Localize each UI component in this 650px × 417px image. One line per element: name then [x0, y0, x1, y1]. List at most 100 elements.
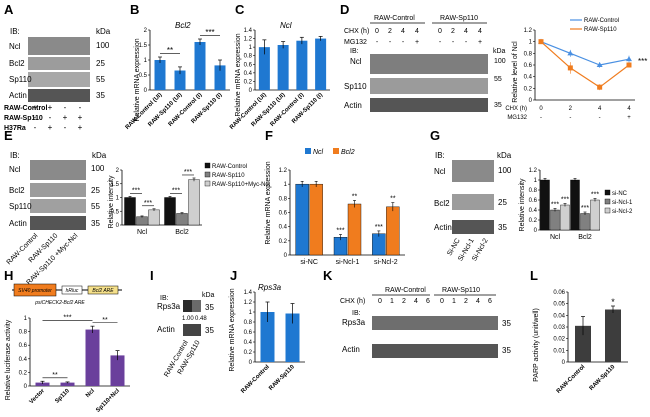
- panel-letter-f: F: [265, 128, 273, 143]
- significance-label: *: [611, 297, 615, 307]
- significance-label: ***: [581, 205, 589, 212]
- data-point: [567, 50, 574, 56]
- significance-label: ***: [184, 169, 192, 176]
- lane-sign: +: [78, 123, 83, 132]
- chx-value: 2: [388, 28, 392, 35]
- x-tick-label: RAW-Sp110: [268, 364, 296, 392]
- marker-100: 100: [91, 164, 105, 173]
- blot-name-sp110: Sp110: [9, 75, 32, 84]
- panel-g-western-blot: IB: kDa Ncl Bcl2 Actin 100 25 35 Si-NC S…: [434, 151, 512, 263]
- blot-rps3a: [372, 316, 498, 330]
- y-tick-label: 0.4: [19, 357, 28, 363]
- x-tick-label: RAW-Control: [556, 364, 587, 395]
- x-tick-label: Vector: [29, 388, 47, 406]
- b-gene-title: Bcl2: [175, 21, 191, 30]
- marker-55: 55: [494, 76, 502, 83]
- chx-value: 6: [426, 298, 430, 305]
- mg132-value: +: [415, 39, 419, 46]
- lane-sign: +: [78, 113, 83, 122]
- panel-letter-a: A: [4, 2, 14, 17]
- blot-bcl2: [452, 194, 494, 210]
- y-tick-label: 1.5: [111, 182, 120, 188]
- legend-swatch: [604, 189, 611, 196]
- y-tick-label: 0.4: [529, 208, 538, 214]
- y-tick-label: 1: [284, 182, 288, 188]
- f-ylabel: Relative mRNA expression: [265, 161, 272, 244]
- chart-l: 0 0.01 0.02 0.03 0.04 0.05 0.06 RAW-Control RAW-…: [553, 290, 628, 395]
- bar: [124, 197, 136, 226]
- bar: [295, 183, 309, 256]
- data-point: [538, 39, 544, 45]
- marker-55: 55: [96, 75, 105, 84]
- mg132-value: -: [402, 39, 405, 46]
- blot-name-ncl: Ncl: [434, 167, 446, 176]
- y-tick-label: 0: [249, 360, 253, 366]
- ib-label: IB:: [352, 310, 361, 317]
- mg132-value: -: [439, 39, 442, 46]
- significance-label: ***: [132, 187, 140, 194]
- bar: [575, 325, 591, 362]
- x-tick-label: 2: [569, 106, 573, 112]
- y-tick-label: 0: [144, 88, 148, 94]
- kda-label: kDa: [96, 27, 111, 36]
- significance-label: ***: [63, 315, 71, 322]
- mg132-value: -: [540, 115, 542, 121]
- panel-letter-h: H: [4, 268, 13, 283]
- blot-actin: [28, 89, 90, 102]
- y-tick-label: 0.02: [553, 337, 565, 343]
- panel-a-western-blot: IB: kDa Ncl Bcl2 Sp110 Actin 100 25 55 3…: [4, 27, 111, 132]
- y-tick-label: 0.4: [279, 225, 288, 231]
- sv40-promoter-box: [13, 283, 57, 297]
- quant-control: 1.00: [182, 316, 194, 322]
- sv40-promoter-label: SV40 promoter: [18, 288, 52, 294]
- y-tick-label: 0: [284, 253, 288, 259]
- y-tick-label: 1.4: [244, 290, 253, 296]
- bar: [347, 203, 362, 256]
- mg132-value: -: [599, 115, 601, 121]
- lane-sign: -: [64, 123, 67, 132]
- blot-name-sp110: Sp110: [344, 82, 367, 91]
- bar: [188, 179, 200, 226]
- blot-ncl: [28, 37, 90, 55]
- marker-55: 55: [91, 202, 100, 211]
- panel-e-western-blot: IB: kDa Ncl Bcl2 Sp110 Actin 100 25 55 3…: [6, 151, 107, 286]
- panel-letter-g: G: [430, 128, 440, 143]
- y-tick-label: 0.2: [19, 370, 28, 376]
- marker-25: 25: [91, 186, 100, 195]
- y-tick-label: 0.6: [244, 330, 253, 336]
- bar: [277, 45, 289, 90]
- bar: [386, 206, 400, 256]
- y-tick-label: 0.6: [279, 211, 288, 217]
- bar: [570, 179, 580, 231]
- bar: [176, 213, 188, 226]
- y-tick-label: 0.5: [139, 73, 148, 79]
- marker-35: 35: [205, 303, 214, 312]
- chx-value: 4: [476, 298, 480, 305]
- y-tick-label: 0.05: [553, 302, 565, 308]
- panel-letter-j: J: [230, 268, 237, 283]
- chx-value: 0: [438, 28, 442, 35]
- y-tick-label: 1.4: [244, 28, 253, 34]
- significance-label: ***: [591, 192, 599, 199]
- j-ylabel: Relative mRNA expression: [229, 288, 236, 371]
- series-line: [599, 64, 630, 88]
- significance-label: ***: [561, 197, 569, 204]
- bar: [85, 329, 100, 386]
- chx-value: 2: [402, 298, 406, 305]
- y-tick-label: 0: [116, 223, 120, 229]
- chx-value: 2: [464, 298, 468, 305]
- blot-ncl: [370, 54, 488, 74]
- chx-value: 0: [375, 28, 379, 35]
- panel-d-western-blot: RAW-Control RAW-Sp110 CHX (h) MG132 IB: …: [344, 15, 506, 112]
- y-tick-label: 0.6: [529, 198, 538, 204]
- d-ylabel: Relative level of Ncl: [512, 41, 519, 103]
- blot-name-actin: Actin: [9, 219, 27, 228]
- chx-value: 2: [451, 28, 455, 35]
- x-tick-label: si-Ncl-2: [374, 259, 398, 266]
- legend-label: RAW-Sp110: [212, 173, 245, 179]
- x-tick-label: 4: [627, 106, 631, 112]
- lane-sign: +: [63, 113, 68, 122]
- lane-sign: -: [34, 123, 37, 132]
